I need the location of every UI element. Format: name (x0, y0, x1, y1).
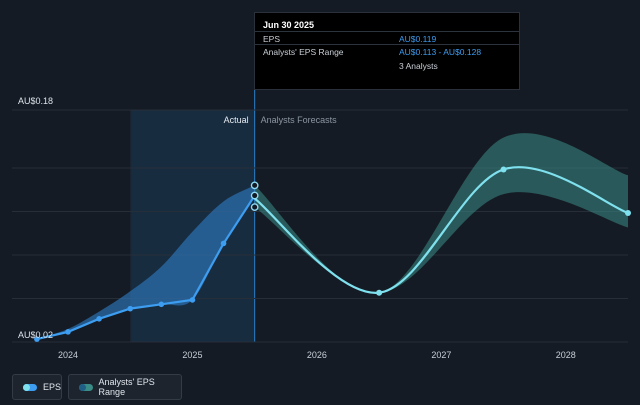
eps-point-2 (96, 316, 102, 322)
forecast-section-label: Analysts Forecasts (261, 115, 338, 125)
bands-layer (36, 133, 628, 340)
y-axis-label-top: AU$0.18 (18, 96, 53, 106)
x-tick-label-2: 2026 (307, 350, 327, 360)
legend-label-eps: EPS (42, 382, 61, 392)
forecast-range-band (254, 133, 628, 294)
eps-point-0 (34, 336, 40, 342)
eps-point-1 (65, 329, 71, 335)
eps-point-6 (220, 240, 227, 247)
tooltip-row-range: Analysts' EPS Range AU$0.113 - AU$0.128 (255, 44, 519, 58)
tooltip-eps-value: AU$0.119 (399, 34, 437, 44)
forecast-point-3 (625, 209, 631, 216)
lines-layer (36, 166, 629, 341)
eps-point-5 (189, 297, 196, 303)
eps-swatch-icon (23, 383, 37, 391)
tooltip-row-eps: EPS AU$0.119 (255, 31, 519, 45)
tooltip-range-value: AU$0.113 - AU$0.128 (399, 47, 482, 57)
points-layer (34, 166, 631, 342)
actual-range-band (36, 185, 255, 340)
legend-item-range[interactable]: Analysts' EPS Range (68, 374, 182, 400)
forecast-point-1 (376, 289, 383, 296)
x-tick-label-0: 2024 (58, 350, 78, 360)
tooltip-analyst-count: 3 Analysts (399, 61, 438, 71)
legend-label-range: Analysts' EPS Range (98, 377, 155, 397)
x-tick-label-1: 2025 (182, 350, 202, 360)
x-tick-label-3: 2027 (431, 350, 451, 360)
tooltip: Jun 30 2025 EPS AU$0.119 Analysts' EPS R… (254, 12, 520, 90)
tooltip-eps-label: EPS (263, 34, 281, 44)
range-swatch-icon (79, 383, 93, 391)
actual-section-label: Actual (224, 115, 249, 125)
tooltip-date: Jun 30 2025 (263, 20, 315, 30)
eps-point-4 (158, 301, 165, 308)
legend-item-eps[interactable]: EPS (12, 374, 62, 400)
labels-layer: AU$0.18 AU$0.02 Actual Analysts Forecasts 20… (18, 96, 576, 360)
eps-actual-line (36, 195, 256, 341)
divider-marker-1 (250, 191, 259, 200)
divider-marker-2 (250, 203, 259, 212)
eps-point-3 (127, 305, 134, 312)
tooltip-range-label: Analysts' EPS Range (263, 47, 344, 57)
eps-forecast-line (254, 166, 629, 294)
forecast-point-2 (500, 166, 507, 173)
divider-marker-0 (250, 181, 259, 190)
y-axis-label-bottom: AU$0.02 (18, 330, 53, 340)
x-tick-label-4: 2028 (556, 350, 576, 360)
